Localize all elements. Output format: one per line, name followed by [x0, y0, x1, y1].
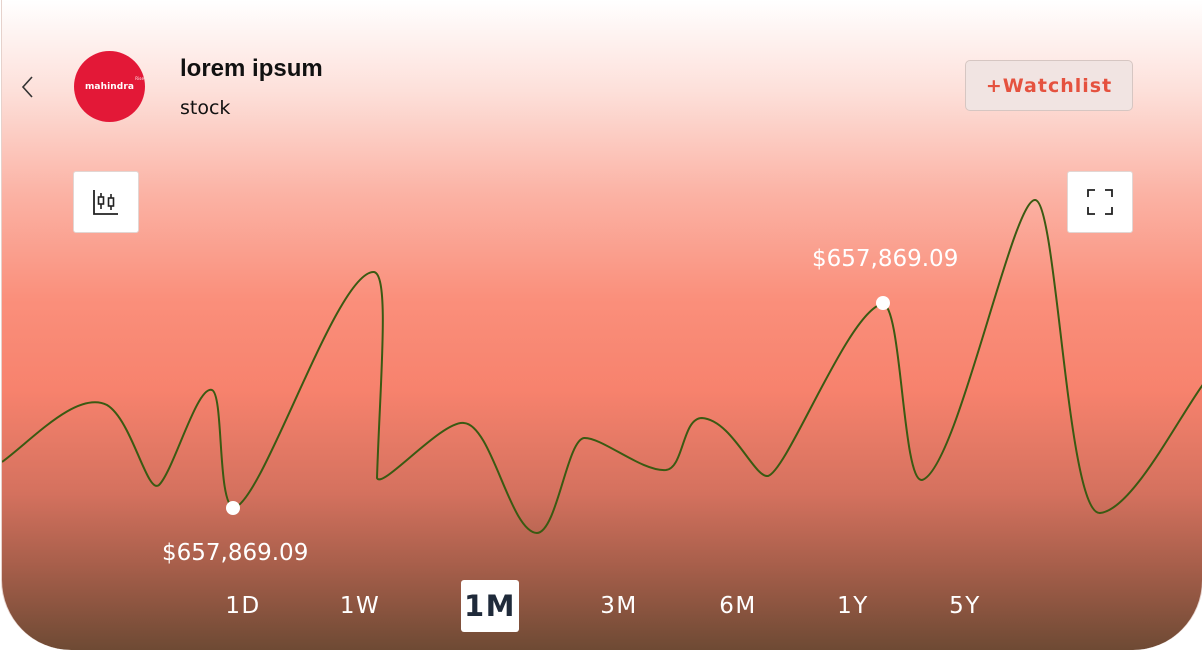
candlestick-chart-icon: [93, 190, 118, 215]
fullscreen-button[interactable]: [1067, 171, 1133, 233]
range-6m[interactable]: 6M: [719, 593, 757, 619]
logo-superscript: Rise: [135, 75, 145, 81]
range-1m[interactable]: 1M: [461, 580, 519, 632]
back-button[interactable]: [16, 74, 40, 100]
high-price-marker: [876, 296, 890, 310]
stock-title: lorem ipsum: [180, 55, 323, 82]
fullscreen-icon: [1087, 189, 1113, 215]
company-logo: mahindra Rise: [74, 51, 145, 122]
low-price-label: $657,869.09: [162, 540, 309, 566]
high-price-label: $657,869.09: [812, 246, 959, 272]
low-price-marker: [226, 501, 240, 515]
chart-type-button[interactable]: [73, 171, 139, 233]
chevron-left-icon: [21, 76, 33, 98]
range-3m[interactable]: 3M: [600, 593, 638, 619]
range-1y[interactable]: 1Y: [837, 593, 869, 619]
stock-subtitle: stock: [180, 97, 231, 119]
add-to-watchlist-button[interactable]: +Watchlist: [965, 60, 1133, 111]
time-range-selector: 1D 1W 1M 3M 6M 1Y 5Y: [2, 580, 1202, 632]
range-5y[interactable]: 5Y: [949, 593, 981, 619]
price-line: [2, 198, 1202, 535]
range-1w[interactable]: 1W: [339, 593, 381, 619]
range-1d[interactable]: 1D: [225, 593, 261, 619]
logo-text: mahindra Rise: [84, 75, 145, 92]
